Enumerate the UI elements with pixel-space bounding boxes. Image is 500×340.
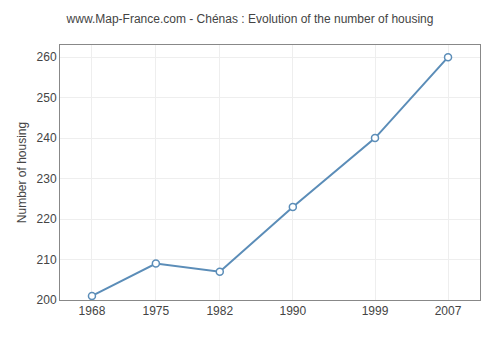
- svg-text:1990: 1990: [279, 304, 306, 318]
- svg-text:www.Map-France.com - Chénas :: www.Map-France.com - Chénas : Evolution …: [66, 12, 434, 26]
- svg-text:1975: 1975: [143, 304, 170, 318]
- svg-text:220: 220: [37, 212, 57, 226]
- svg-text:260: 260: [37, 50, 57, 64]
- svg-text:230: 230: [37, 172, 57, 186]
- svg-text:1982: 1982: [206, 304, 233, 318]
- svg-text:Number of housing: Number of housing: [15, 122, 29, 223]
- svg-text:1999: 1999: [362, 304, 389, 318]
- svg-text:240: 240: [37, 131, 57, 145]
- svg-text:200: 200: [37, 293, 57, 307]
- svg-text:2007: 2007: [435, 304, 462, 318]
- svg-text:250: 250: [37, 91, 57, 105]
- svg-text:1968: 1968: [79, 304, 106, 318]
- svg-text:210: 210: [37, 253, 57, 267]
